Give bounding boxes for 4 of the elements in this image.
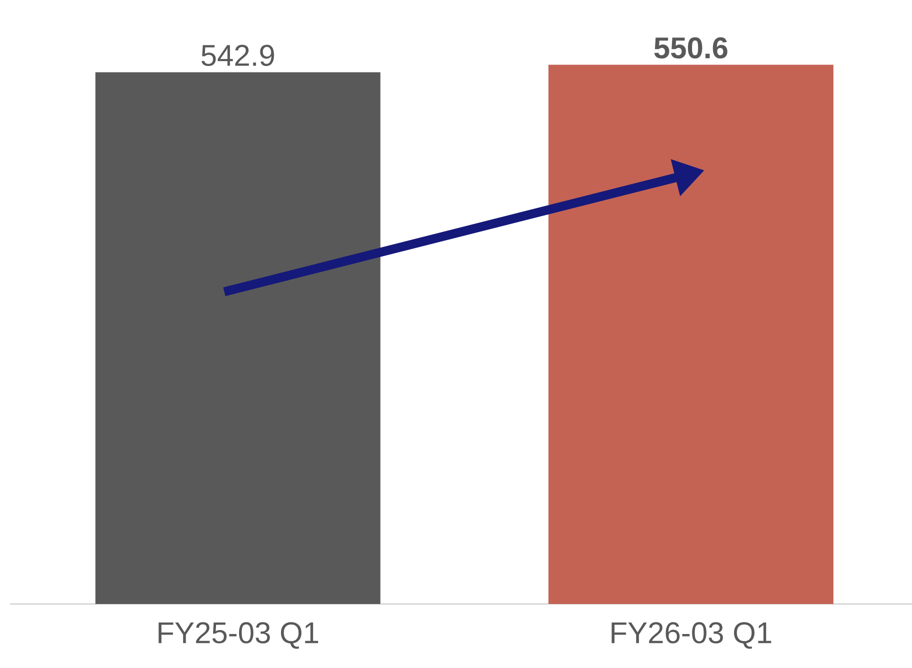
data-label: 542.9	[202, 44, 274, 66]
x-tick-label: FY26-03 Q1	[612, 622, 772, 649]
x-tick-label: FY25-03 Q1	[158, 622, 318, 649]
data-label: 550.6	[654, 37, 728, 58]
